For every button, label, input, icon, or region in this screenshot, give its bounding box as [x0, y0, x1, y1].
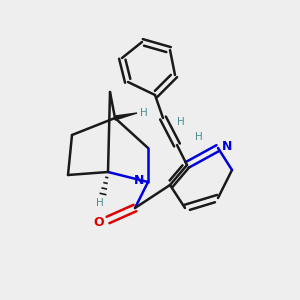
- Text: N: N: [222, 140, 232, 152]
- Text: H: H: [195, 132, 203, 142]
- Text: N: N: [134, 173, 144, 187]
- Polygon shape: [115, 113, 137, 120]
- Text: O: O: [93, 215, 104, 229]
- Text: H: H: [140, 108, 148, 118]
- Text: H: H: [177, 117, 185, 127]
- Text: H: H: [96, 198, 104, 208]
